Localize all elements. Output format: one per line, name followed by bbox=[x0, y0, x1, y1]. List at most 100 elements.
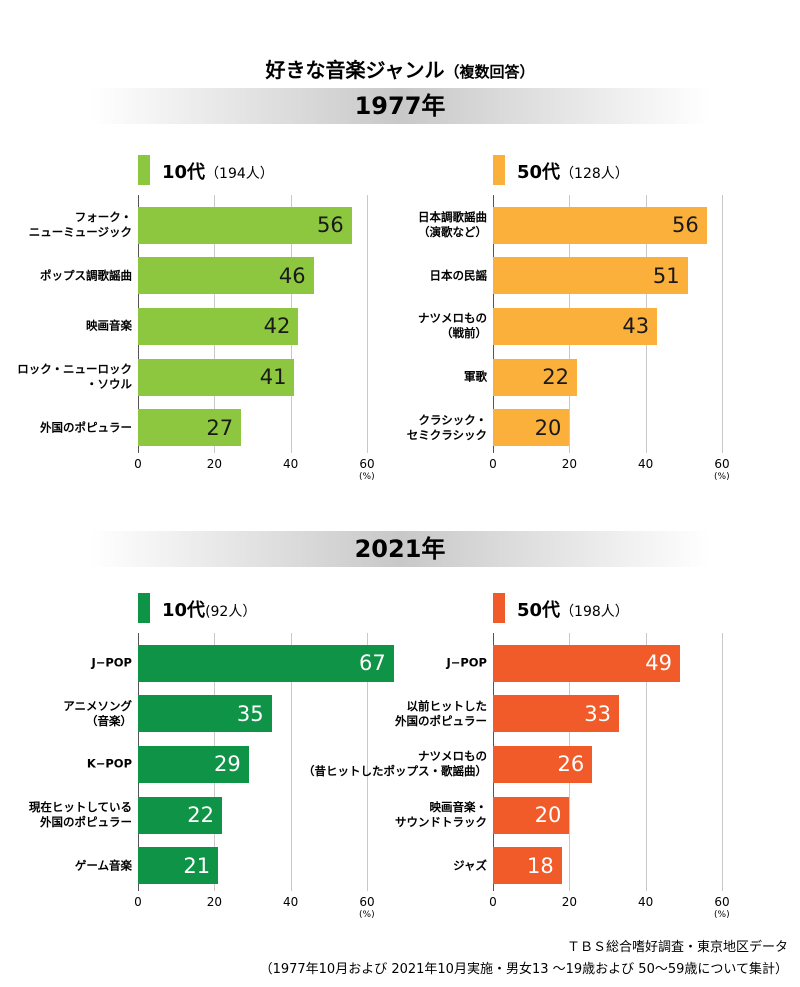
value-label: 35 bbox=[236, 701, 264, 726]
category-label: ナツメロもの （昔ヒットしたポップス・歌謡曲） bbox=[303, 749, 487, 779]
chart-title: 50代 bbox=[517, 600, 561, 621]
x-tick-label: 60 bbox=[714, 456, 730, 471]
value-label: 46 bbox=[278, 263, 306, 288]
bar bbox=[138, 745, 249, 783]
category-label: ポップス調歌謡曲 bbox=[40, 268, 132, 283]
x-tick-label: 20 bbox=[561, 894, 577, 909]
x-tick-label: 0 bbox=[489, 456, 497, 471]
x-axis-unit: (%) bbox=[359, 909, 375, 920]
value-label: 21 bbox=[183, 853, 211, 878]
bar bbox=[138, 358, 295, 396]
bar bbox=[138, 847, 219, 885]
bar bbox=[493, 745, 593, 783]
bar bbox=[138, 695, 272, 733]
category-label: J−POP bbox=[91, 655, 132, 670]
x-tick-label: 60 bbox=[714, 894, 730, 909]
value-label: 49 bbox=[645, 651, 673, 675]
legend-swatch bbox=[493, 593, 505, 623]
chart-heading: 50代（198人） bbox=[517, 596, 629, 622]
category-label: 映画音楽・ サウンドトラック bbox=[395, 800, 487, 830]
chart-heading: 10代（194人） bbox=[162, 158, 274, 184]
source-2: （1977年10月および 2021年10月実施・男女13 ～19歳および 50～… bbox=[259, 962, 788, 977]
category-label: 映画音楽 bbox=[86, 318, 132, 333]
category-label: K−POP bbox=[86, 756, 132, 771]
bar bbox=[493, 409, 570, 447]
category-label: 日本の民謡 bbox=[429, 268, 488, 283]
grid-line bbox=[367, 633, 368, 891]
category-label: フォーク・ ニューミュージック bbox=[28, 210, 132, 239]
x-tick-label: 60 bbox=[359, 894, 375, 909]
x-tick-label: 40 bbox=[283, 894, 299, 909]
value-label: 20 bbox=[534, 415, 562, 440]
bar bbox=[138, 409, 242, 447]
grid-line bbox=[722, 633, 723, 891]
chart-subtitle: (92人） bbox=[205, 604, 257, 620]
category-label: クラシック・ セミクラシック bbox=[406, 412, 487, 442]
bar bbox=[138, 206, 352, 244]
bar bbox=[138, 257, 314, 295]
x-tick-label: 40 bbox=[638, 894, 654, 909]
section-band: 2021年 bbox=[90, 531, 710, 567]
category-label: 軍歌 bbox=[464, 369, 487, 384]
bar bbox=[493, 847, 562, 885]
x-axis-unit: (%) bbox=[714, 909, 730, 920]
bar bbox=[493, 307, 658, 345]
bar bbox=[138, 307, 299, 345]
chart-subtitle: （128人） bbox=[560, 166, 629, 182]
bar bbox=[138, 644, 394, 682]
value-label: 22 bbox=[542, 365, 569, 390]
grid-line bbox=[722, 195, 723, 453]
bar bbox=[493, 644, 681, 682]
category-label: 現在ヒットしている 外国のポピュラー bbox=[28, 800, 132, 830]
legend-swatch bbox=[138, 593, 150, 623]
bar bbox=[493, 695, 619, 733]
value-label: 29 bbox=[213, 752, 241, 777]
bar bbox=[493, 796, 570, 834]
value-label: 27 bbox=[206, 415, 234, 440]
x-tick-label: 60 bbox=[359, 456, 375, 471]
grid-line bbox=[367, 195, 368, 453]
value-label: 56 bbox=[672, 213, 699, 237]
category-label: 外国のポピュラー bbox=[40, 420, 132, 435]
value-label: 41 bbox=[259, 365, 287, 390]
category-label: アニメソング （音楽） bbox=[63, 698, 132, 728]
category-label: ロック・ニューロック ・ソウル bbox=[17, 362, 132, 392]
bar bbox=[138, 796, 222, 834]
x-tick-label: 40 bbox=[638, 456, 654, 471]
value-label: 20 bbox=[534, 803, 562, 828]
grid-line bbox=[645, 633, 647, 891]
legend-swatch bbox=[493, 155, 505, 185]
x-axis-unit: (%) bbox=[359, 471, 375, 482]
source-1: ＴＢＳ総合嗜好調査・東京地区データ bbox=[566, 940, 788, 955]
category-label: 以前ヒットした 外国のポピュラー bbox=[395, 698, 487, 728]
value-label: 67 bbox=[358, 651, 386, 675]
subtitle: （複数回答） bbox=[444, 63, 535, 81]
category-label: ナツメロもの （戦前） bbox=[418, 311, 487, 341]
category-label: J−POP bbox=[446, 655, 487, 670]
chart-heading: 10代(92人） bbox=[162, 596, 256, 622]
section-band: 1977年 bbox=[90, 88, 710, 124]
chart-title: 50代 bbox=[517, 162, 561, 183]
x-tick-label: 0 bbox=[489, 894, 497, 909]
chart-heading: 50代（128人） bbox=[517, 158, 629, 184]
x-axis-unit: (%) bbox=[714, 471, 730, 482]
x-tick-label: 0 bbox=[134, 456, 142, 471]
x-tick-label: 0 bbox=[134, 894, 142, 909]
value-label: 18 bbox=[526, 853, 554, 878]
chart-subtitle: （194人） bbox=[205, 166, 274, 182]
x-tick-label: 20 bbox=[206, 456, 222, 471]
category-label: 日本調歌謡曲 （演歌など） bbox=[418, 210, 487, 239]
x-tick-label: 20 bbox=[206, 894, 222, 909]
bar bbox=[493, 257, 688, 295]
legend-swatch bbox=[138, 155, 150, 185]
x-tick-label: 40 bbox=[283, 456, 299, 471]
x-tick-label: 20 bbox=[561, 456, 577, 471]
value-label: 51 bbox=[652, 263, 680, 288]
value-label: 43 bbox=[622, 314, 650, 339]
bar bbox=[493, 206, 707, 244]
title-row: 好きな音楽ジャンル（複数回答） bbox=[0, 30, 800, 83]
value-label: 42 bbox=[263, 314, 291, 339]
category-label: ゲーム音楽 bbox=[74, 858, 132, 873]
value-label: 33 bbox=[584, 701, 611, 726]
